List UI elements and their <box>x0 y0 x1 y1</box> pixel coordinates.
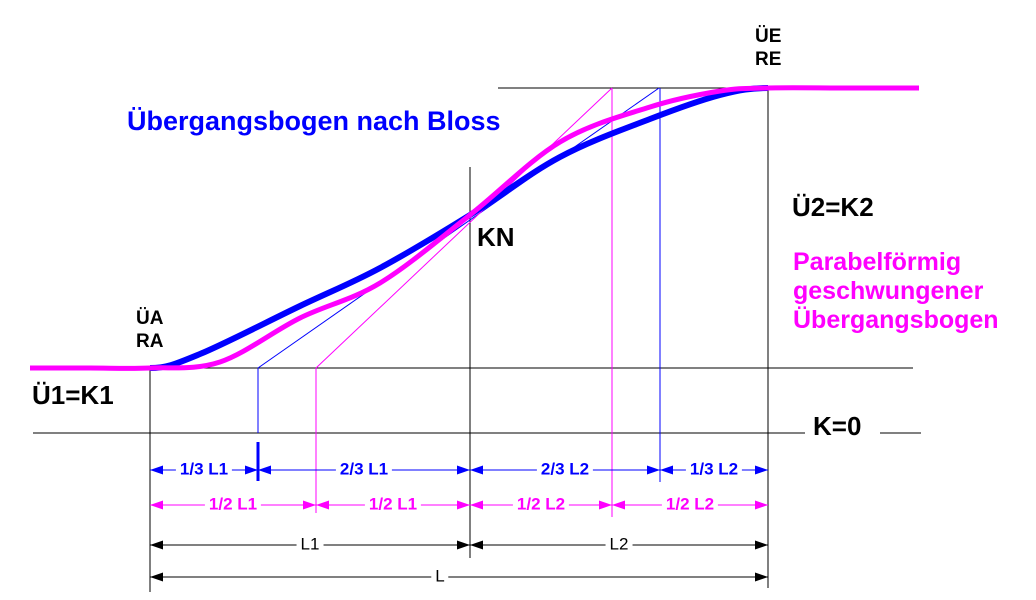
parabola-curve <box>30 85 919 371</box>
row-halves-arrow-left <box>150 500 163 510</box>
row-thirds-arrow-left <box>150 465 163 475</box>
row-thirds-arrow-right <box>755 465 768 475</box>
row-l1-l2-arrow-right <box>755 540 768 550</box>
dim-label: 1/3 L2 <box>685 459 743 479</box>
row-l1-l2-arrow-right <box>457 540 470 550</box>
label-k0: K=0 <box>813 411 862 441</box>
row-l1-l2-arrow-left <box>470 540 483 550</box>
dim-label: L <box>431 566 449 586</box>
dim-label: L2 <box>605 534 633 554</box>
row-thirds-arrow-left <box>660 465 673 475</box>
label-kn: KN <box>477 222 515 252</box>
label-re: RE <box>755 49 782 70</box>
title-bloss: Übergangsbogen nach Bloss <box>127 106 501 136</box>
label-ua-ra: ÜA RA <box>136 307 163 353</box>
label-u1-k1: Ü1=K1 <box>32 380 114 410</box>
label-ua: ÜA <box>136 308 164 329</box>
title-parabola-line1: Parabelförmig <box>793 248 962 276</box>
tangent-line-bloss <box>257 87 660 369</box>
label-ue: ÜE <box>755 26 782 47</box>
row-halves-arrow-right <box>457 500 470 510</box>
dim-label: 1/2 L1 <box>364 494 422 514</box>
row-halves-arrow-right <box>303 500 316 510</box>
row-halves-arrow-left <box>470 500 483 510</box>
row-thirds-arrow-right <box>647 465 660 475</box>
row-halves-arrow-right <box>755 500 768 510</box>
row-l-arrow-left <box>150 572 163 582</box>
dim-label: 1/2 L2 <box>661 494 719 514</box>
row-halves-arrow-left <box>612 500 625 510</box>
row-thirds-arrow-left <box>470 465 483 475</box>
label-ue-re: ÜE RE <box>755 25 781 71</box>
title-parabola: Parabelförmig geschwungener Übergangsbog… <box>793 248 999 335</box>
row-thirds-arrow-right <box>457 465 470 475</box>
dim-label: 1/3 L1 <box>175 459 233 479</box>
dim-label: 1/2 L2 <box>512 494 570 514</box>
row-l-arrow-right <box>755 572 768 582</box>
dim-label: 2/3 L2 <box>536 459 594 479</box>
row-halves-arrow-right <box>599 500 612 510</box>
row-halves-arrow-left <box>316 500 329 510</box>
row-thirds-arrow-right <box>245 465 258 475</box>
label-u2-k2: Ü2=K2 <box>792 192 874 222</box>
title-parabola-line3: Übergangsbogen <box>793 306 999 334</box>
title-parabola-line2: geschwungener <box>793 277 984 305</box>
row-thirds-arrow-left <box>258 465 271 475</box>
dim-label: 2/3 L1 <box>335 459 393 479</box>
dim-label: 1/2 L1 <box>204 494 262 514</box>
row-l1-l2-arrow-left <box>150 540 163 550</box>
tangent-line-parabola <box>315 87 613 369</box>
dim-label: L1 <box>296 534 324 554</box>
label-ra: RA <box>136 331 164 352</box>
